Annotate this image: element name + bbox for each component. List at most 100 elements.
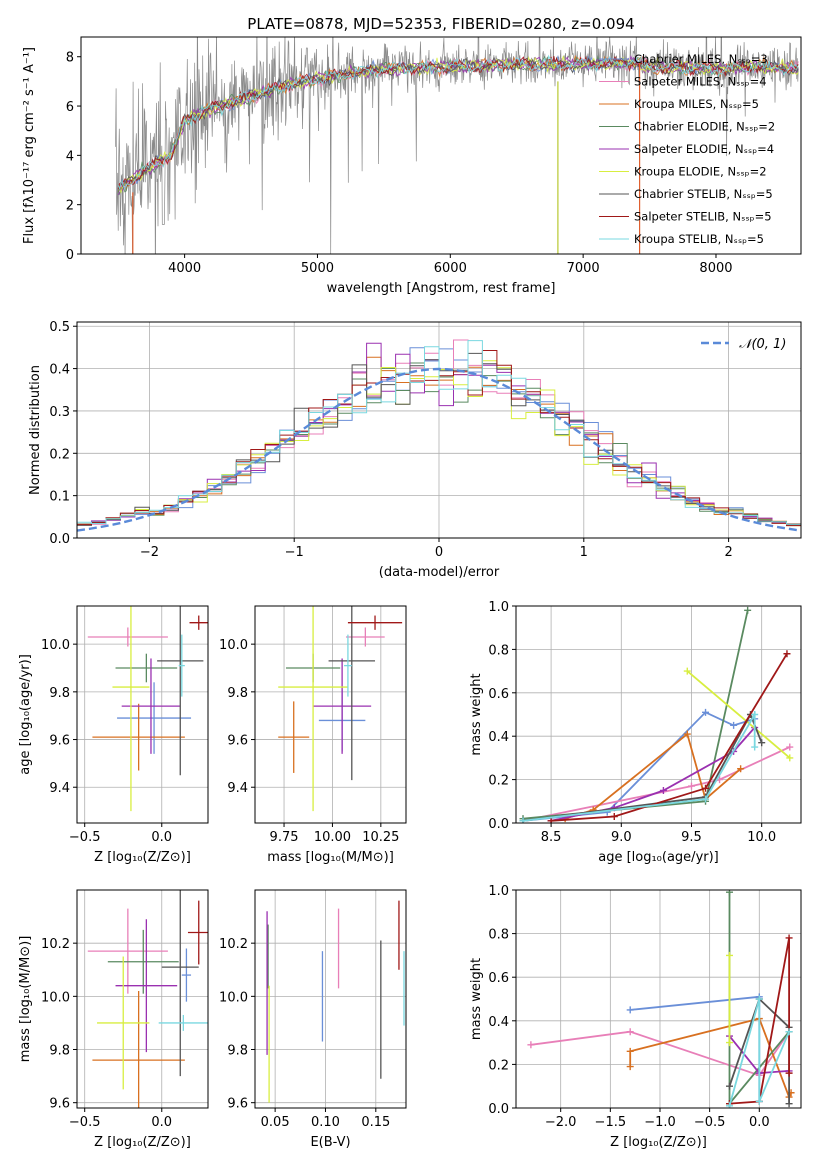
plot-area-spectrum [115, 37, 799, 254]
weight-marker [726, 1039, 734, 1047]
tick-label-y: 0.6 [488, 971, 509, 986]
tick-label-y: 0.0 [49, 532, 70, 547]
tick-label-y: 1.0 [488, 884, 509, 899]
weight-marker [785, 1100, 793, 1108]
tick-label-x: 0.15 [361, 1115, 390, 1130]
data-point [278, 701, 310, 773]
tick-label-y: 9.8 [227, 686, 248, 701]
legend-label: Salpeter STELIB, Nₛₛₚ=5 [634, 210, 772, 224]
axis-label-x: wavelength [Angstrom, rest frame] [327, 281, 556, 296]
tick-label-x: 9.0 [611, 830, 632, 845]
weight-marker [726, 1102, 734, 1108]
weight-marker [702, 795, 710, 803]
tick-label-y: 0.4 [488, 730, 509, 745]
weight-line [686, 670, 791, 759]
axis-label-x: Z [log₁₀(Z/Z⊙)] [94, 850, 191, 865]
tick-label-y: 4 [66, 149, 74, 164]
weight-marker [755, 995, 763, 1003]
weight-marker [758, 739, 766, 747]
legend-label: Kroupa MILES, Nₛₛₚ=5 [634, 97, 759, 111]
tick-label-y: 0.8 [488, 643, 509, 658]
plot-area-mass-vs-Z [87, 890, 208, 1108]
tick-label-y: 0.8 [488, 928, 509, 943]
data-point [87, 908, 168, 994]
tick-label-y: 0.4 [49, 363, 70, 378]
axis-label-y: Flux [fλ10⁻¹⁷ erg cm⁻² s⁻¹ A⁻¹] [22, 47, 37, 244]
tick-label-x: 0.0 [151, 830, 172, 845]
axes-frame [76, 889, 209, 1109]
tick-label-y: 2 [66, 199, 74, 214]
plot-area-weight-vs-age [519, 606, 794, 823]
tick-label-y: 9.4 [49, 781, 70, 796]
weight-marker [737, 765, 745, 773]
data-point [92, 703, 185, 771]
tick-label-x: 0 [435, 545, 443, 560]
plot-area-residuals [77, 339, 801, 532]
tick-label-y: 9.4 [227, 781, 248, 796]
tick-label-x: 5000 [301, 261, 334, 276]
panel-weight-vs-Z: −2.0 −1.5 −1.0 −0.5 0.0 0.0 0.2 0.4 0.6 0.8 1.0 Z [… [469, 884, 802, 1150]
tick-label-x: −2.0 [545, 1115, 577, 1130]
legend-label: 𝒩(0, 1) [739, 337, 786, 352]
weight-marker [751, 743, 759, 751]
tick-label-x: 8000 [699, 261, 732, 276]
tick-label-y: 9.6 [49, 734, 70, 749]
axes-frame [515, 889, 802, 1109]
tick-label-y: 0.2 [488, 774, 509, 789]
axes-frame [515, 605, 802, 824]
tick-label-y: 0.6 [488, 687, 509, 702]
axis-label-y: mass weight [469, 673, 484, 755]
axis-label-x: E(B-V) [310, 1135, 350, 1150]
weight-marker [610, 812, 618, 820]
data-point [344, 634, 352, 697]
tick-label-y: 0.5 [49, 320, 70, 335]
weight-marker [683, 667, 691, 675]
data-point [97, 956, 150, 1090]
data-point [189, 615, 208, 630]
weight-marker [744, 606, 752, 614]
plot-area-age-vs-Z [87, 606, 208, 812]
weight-line [522, 746, 791, 822]
weight-marker [786, 754, 794, 762]
data-point [347, 615, 403, 630]
tick-label-y: 0 [66, 248, 74, 263]
tick-label-x: 8.5 [541, 830, 562, 845]
weight-marker [519, 817, 527, 823]
weight-marker [730, 721, 738, 729]
data-point [178, 634, 185, 697]
axis-label-x: mass [log₁₀(M/M⊙)] [267, 850, 394, 865]
tick-label-x: 10.0 [747, 830, 776, 845]
data-point [92, 991, 185, 1108]
tick-label-y: 0.2 [49, 447, 70, 462]
data-point [117, 682, 192, 754]
axis-label-x: (data-model)/error [379, 565, 500, 580]
weight-marker [702, 708, 710, 716]
weight-marker [783, 650, 791, 658]
weight-marker [547, 817, 555, 823]
histogram-series [77, 340, 801, 529]
axis-label-y: age [log₁₀(age/yr)] [18, 654, 33, 775]
tick-label-y: 0.4 [488, 1015, 509, 1030]
axes-frame [80, 36, 802, 255]
weight-line [522, 610, 749, 820]
tick-label-x: 0.0 [151, 1115, 172, 1130]
tick-label-x: 0.0 [749, 1115, 770, 1130]
tick-label-y: 0.1 [49, 490, 70, 505]
tick-label-y: 10.0 [41, 638, 70, 653]
legend-label: Chabrier MILES, Nₛₛₚ=3 [634, 52, 768, 66]
axes-frame [76, 605, 209, 824]
tick-label-x: 10.00 [314, 830, 351, 845]
weight-marker [683, 730, 691, 738]
tick-label-y: 8 [66, 51, 74, 66]
weight-line [522, 711, 755, 822]
weight-marker [726, 1082, 734, 1090]
weight-marker [726, 951, 734, 959]
axes-frame [254, 605, 407, 824]
data-point [161, 890, 199, 1077]
tick-label-y: 10.0 [219, 638, 248, 653]
axes-frame [254, 889, 407, 1109]
tick-label-x: 4000 [168, 261, 201, 276]
tick-label-x: −0.5 [69, 830, 101, 845]
tick-label-y: 9.8 [227, 1044, 248, 1059]
tick-label-x: 1 [580, 545, 588, 560]
